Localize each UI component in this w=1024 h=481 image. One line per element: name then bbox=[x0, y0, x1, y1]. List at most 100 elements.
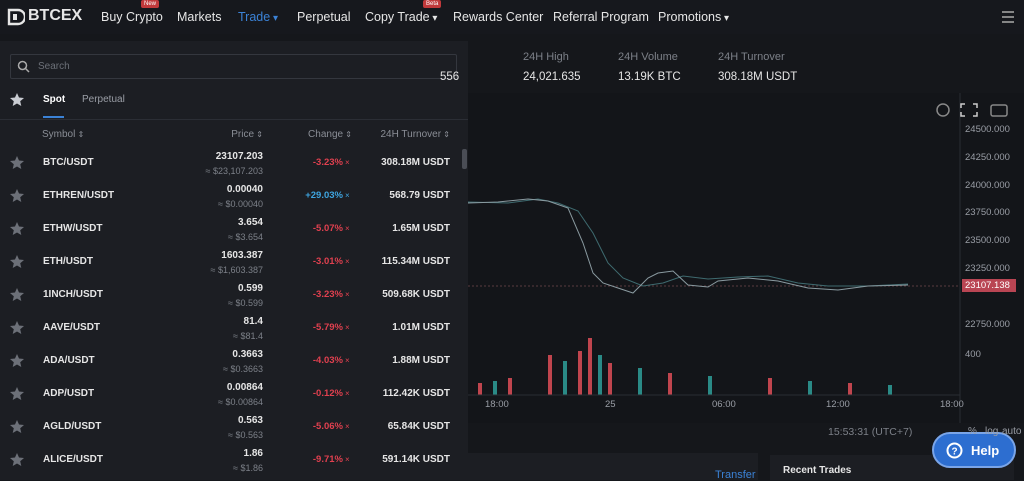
change-icon: × bbox=[345, 356, 350, 365]
menu-icon[interactable] bbox=[1000, 10, 1016, 24]
ma-line bbox=[468, 198, 909, 287]
row-star[interactable] bbox=[10, 288, 24, 302]
price-usd: ≈ $23,107.203 bbox=[205, 166, 264, 176]
stat-value: 308.18M USDT bbox=[718, 71, 798, 83]
change-icon: × bbox=[345, 224, 350, 233]
symbol[interactable]: 1INCH/USDT bbox=[43, 289, 104, 300]
divider bbox=[0, 119, 468, 120]
search-placeholder: Search bbox=[38, 61, 70, 72]
change-icon: × bbox=[345, 158, 350, 167]
change-icon: × bbox=[345, 455, 350, 464]
row-star[interactable] bbox=[10, 222, 24, 236]
help-button[interactable]: ? Help bbox=[932, 432, 1016, 468]
price-usd: ≈ $3.654 bbox=[228, 232, 263, 242]
transfer-link[interactable]: Transfer bbox=[715, 469, 756, 481]
symbol[interactable]: ALICE/USDT bbox=[43, 454, 103, 465]
help-icon: ? bbox=[946, 442, 963, 459]
price-usd: ≈ $1.86 bbox=[233, 463, 263, 473]
nav-item[interactable]: Rewards Center bbox=[453, 10, 544, 24]
symbol[interactable]: ADP/USDT bbox=[43, 388, 95, 399]
y-axis-label: 24500.000 bbox=[965, 124, 1010, 135]
turnover: 112.42K USDT bbox=[382, 388, 450, 399]
scrollbar[interactable] bbox=[462, 149, 467, 169]
nav-item[interactable]: Referral Program bbox=[553, 10, 649, 24]
row-star[interactable] bbox=[10, 321, 24, 335]
column-header[interactable]: Change ⇕ bbox=[308, 129, 352, 140]
change: -5.79% bbox=[312, 322, 343, 333]
column-header[interactable]: 24H Turnover ⇕ bbox=[380, 129, 450, 140]
symbol[interactable]: AAVE/USDT bbox=[43, 322, 101, 333]
price-usd: ≈ $0.00864 bbox=[218, 397, 263, 407]
change-icon: × bbox=[345, 422, 350, 431]
row-star[interactable] bbox=[10, 189, 24, 203]
nav-bar: BTCEX bbox=[0, 0, 1024, 34]
turnover: 568.79 USDT bbox=[389, 190, 450, 201]
turnover: 308.18M USDT bbox=[381, 157, 450, 168]
search-icon bbox=[17, 60, 30, 73]
x-axis-label: 18:00 bbox=[485, 399, 509, 410]
price: 23107.203 bbox=[215, 151, 263, 162]
change: -5.06% bbox=[312, 421, 343, 432]
x-axis-label: 12:00 bbox=[826, 399, 850, 410]
row-star[interactable] bbox=[10, 156, 24, 170]
turnover: 1.65M USDT bbox=[392, 223, 450, 234]
nav-badge: New bbox=[141, 0, 160, 8]
row-star[interactable] bbox=[10, 387, 24, 401]
symbol[interactable]: ADA/USDT bbox=[43, 355, 95, 366]
search-box[interactable]: Search bbox=[10, 54, 457, 79]
nav-item[interactable]: Buy Crypto bbox=[101, 10, 163, 24]
row-star[interactable] bbox=[10, 453, 24, 467]
row-star[interactable] bbox=[10, 420, 24, 434]
change: -9.71% bbox=[312, 454, 343, 465]
column-header[interactable]: Price ⇕ bbox=[231, 129, 263, 140]
price-usd: ≈ $1,603.387 bbox=[210, 265, 263, 275]
y-axis-label: 24250.000 bbox=[965, 152, 1010, 163]
price: 1.86 bbox=[243, 448, 263, 459]
symbol[interactable]: AGLD/USDT bbox=[43, 421, 102, 432]
column-header[interactable]: Symbol ⇕ bbox=[42, 129, 85, 140]
nav-item[interactable]: Markets bbox=[177, 10, 222, 24]
turnover: 1.88M USDT bbox=[392, 355, 450, 366]
tab-perpetual[interactable]: Perpetual bbox=[82, 94, 125, 105]
x-axis-label: 06:00 bbox=[712, 399, 736, 410]
symbol[interactable]: BTC/USDT bbox=[43, 157, 94, 168]
price: 0.3663 bbox=[232, 349, 263, 360]
change: -4.03% bbox=[312, 355, 343, 366]
recent-trades-title: Recent Trades bbox=[783, 465, 852, 476]
change: +29.03% bbox=[305, 190, 343, 201]
y-axis-label: 24000.000 bbox=[965, 180, 1010, 191]
nav-item[interactable]: Promotions ▾ bbox=[658, 10, 730, 24]
market-panel: Search Spot Perpetual bbox=[0, 41, 468, 480]
help-label: Help bbox=[971, 443, 1000, 458]
symbol[interactable]: ETHREN/USDT bbox=[43, 190, 115, 201]
chart-option[interactable]: auto bbox=[1002, 426, 1022, 437]
nav-badge: Beta bbox=[423, 0, 442, 8]
change-icon: × bbox=[345, 323, 350, 332]
tab-spot[interactable]: Spot bbox=[43, 94, 66, 105]
row-star[interactable] bbox=[10, 255, 24, 269]
y-axis-label: 400 bbox=[965, 349, 981, 360]
nav-item[interactable]: Perpetual bbox=[297, 10, 351, 24]
favorite-tab-icon[interactable] bbox=[10, 93, 24, 106]
nav-item[interactable]: Copy Trade ▾ bbox=[365, 10, 438, 24]
chart-tools[interactable] bbox=[935, 101, 1010, 119]
clock: 15:53:31 (UTC+7) bbox=[828, 426, 913, 438]
change: -3.23% bbox=[312, 157, 343, 168]
logo-text[interactable]: BTCEX bbox=[28, 7, 83, 24]
stat-value: 556 bbox=[440, 71, 460, 83]
turnover: 115.34M USDT bbox=[381, 256, 450, 267]
x-axis-label: 25 bbox=[605, 399, 616, 410]
nav-item[interactable]: Trade ▾ bbox=[238, 10, 279, 24]
stat-label: 24H High bbox=[523, 51, 569, 63]
symbol[interactable]: ETH/USDT bbox=[43, 256, 93, 267]
turnover: 509.68K USDT bbox=[382, 289, 450, 300]
bottom-panel bbox=[468, 453, 758, 480]
chart-option[interactable]: log bbox=[985, 426, 999, 437]
symbol[interactable]: ETHW/USDT bbox=[43, 223, 103, 234]
stat-value: 13.19K BTC bbox=[618, 71, 681, 83]
chart-option[interactable]: % bbox=[968, 426, 977, 437]
row-star[interactable] bbox=[10, 354, 24, 368]
stat-label: 24H Turnover bbox=[718, 51, 785, 63]
price: 81.4 bbox=[243, 316, 263, 327]
